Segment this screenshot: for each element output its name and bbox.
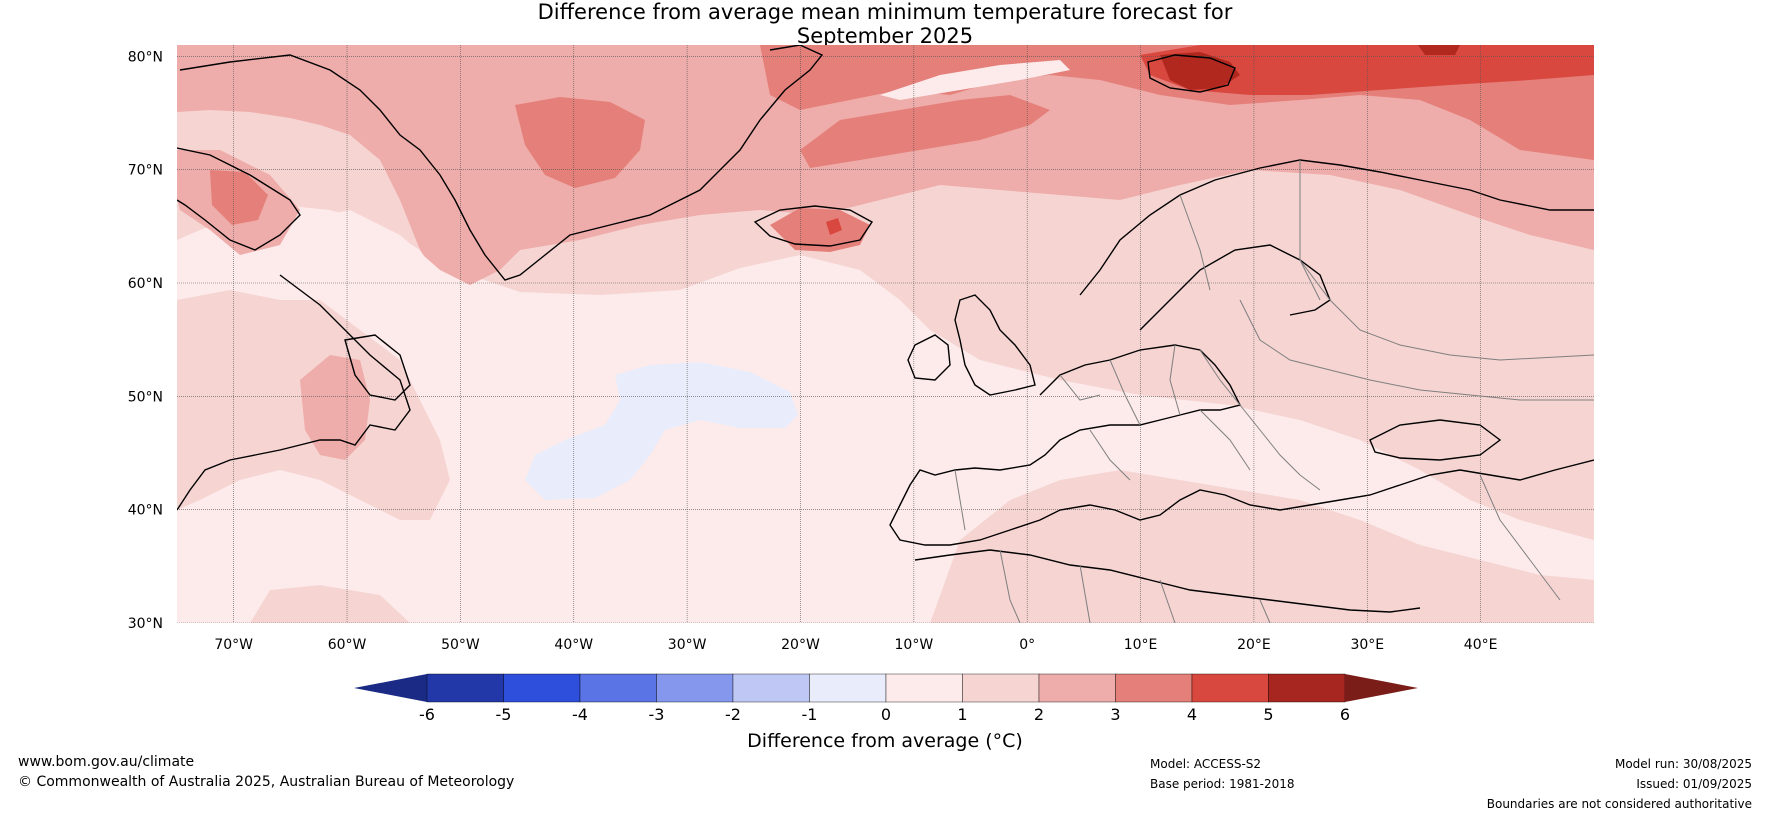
graticule bbox=[177, 45, 1594, 623]
longitude-label: 50°W bbox=[441, 637, 480, 653]
longitude-label: 70°W bbox=[214, 637, 253, 653]
coastline-iceland bbox=[753, 205, 874, 247]
colorbar-tick-label: 3 bbox=[1110, 705, 1120, 724]
colorbar-segment bbox=[885, 673, 963, 703]
colorbar-tick-label: -1 bbox=[802, 705, 818, 724]
coastline-greenland bbox=[179, 45, 824, 281]
anomaly-region-1-2-south-east bbox=[930, 470, 1594, 623]
anomaly-region-0-1-arctic-streak bbox=[880, 60, 1070, 100]
colorbar-segment bbox=[1038, 673, 1116, 703]
colorbar-tick-label: 1 bbox=[957, 705, 967, 724]
anomaly-region-3-4-iceland bbox=[770, 208, 870, 252]
colorbar-tick-label: -5 bbox=[496, 705, 512, 724]
coastline-sweden-finland bbox=[1139, 244, 1331, 331]
coastline-labrador bbox=[177, 274, 411, 511]
longitude-label: 60°W bbox=[328, 637, 367, 653]
colorbar-over-arrow bbox=[1345, 674, 1418, 702]
latitude-label: 60°N bbox=[128, 276, 163, 292]
longitude-label: 40°E bbox=[1464, 637, 1498, 653]
coastline-ireland bbox=[907, 334, 951, 381]
border-central-europe bbox=[1059, 344, 1241, 481]
coastline-baffin bbox=[177, 147, 301, 251]
longitude-label: 30°E bbox=[1350, 637, 1384, 653]
coastline-newfoundland bbox=[344, 334, 411, 401]
footer-model-run: Model run: 30/08/2025 bbox=[1614, 757, 1752, 771]
coastlines bbox=[177, 45, 1594, 613]
coastline-svalbard bbox=[1147, 54, 1236, 93]
colorbar-segment bbox=[503, 673, 581, 703]
colorbar-tick-label: 6 bbox=[1340, 705, 1350, 724]
anomaly-region-3-4-baffin bbox=[210, 170, 268, 225]
colorbar-tick-label: 0 bbox=[881, 705, 891, 724]
longitude-label: 10°W bbox=[895, 637, 934, 653]
border-middle-east bbox=[1479, 474, 1561, 601]
map-panel bbox=[177, 45, 1594, 623]
anomaly-region-0-1-atlantic bbox=[177, 295, 1594, 623]
colorbar-under-arrow bbox=[354, 674, 427, 702]
chart-title: Difference from average mean minimum tem… bbox=[0, 0, 1770, 48]
coastline-black-sea bbox=[1369, 419, 1502, 461]
colorbar-label: Difference from average (°C) bbox=[747, 730, 1023, 752]
latitude-label: 50°N bbox=[128, 389, 163, 405]
coastline-great-britain bbox=[954, 294, 1036, 396]
footer-copyright: © Commonwealth of Australia 2025, Austra… bbox=[18, 774, 515, 790]
latitude-labels: 80°N 70°N 60°N 50°N 40°N 30°N bbox=[128, 49, 163, 632]
latitude-label: 70°N bbox=[128, 163, 163, 179]
colorbar-segment bbox=[1268, 673, 1346, 703]
longitude-label: 20°E bbox=[1237, 637, 1271, 653]
title-line-2: September 2025 bbox=[796, 24, 974, 48]
anomaly-region-5-6-franz-josef bbox=[1418, 45, 1460, 55]
footer-issued: Issued: 01/09/2025 bbox=[1636, 777, 1752, 791]
latitude-label: 30°N bbox=[128, 616, 163, 632]
colorbar-segment bbox=[809, 673, 887, 703]
colorbar-tick-label: -3 bbox=[649, 705, 665, 724]
anomaly-region-0-1-labrador bbox=[300, 210, 480, 340]
colorbar-tick-label: -6 bbox=[419, 705, 435, 724]
colorbar-segment bbox=[732, 673, 810, 703]
colorbar-segment bbox=[579, 673, 657, 703]
colorbar-tick-label: -2 bbox=[725, 705, 741, 724]
longitude-label: 30°W bbox=[668, 637, 707, 653]
longitude-label: 20°W bbox=[781, 637, 820, 653]
border-iberia bbox=[954, 469, 966, 531]
colorbar-tick-label: 5 bbox=[1263, 705, 1273, 724]
colorbar-segment bbox=[656, 673, 734, 703]
border-north-africa bbox=[999, 549, 1271, 623]
footer-disclaimer: Boundaries are not considered authoritat… bbox=[1486, 797, 1752, 811]
border-balkans bbox=[1199, 404, 1321, 491]
title-line-1: Difference from average mean minimum tem… bbox=[537, 0, 1233, 24]
latitude-label: 80°N bbox=[128, 49, 163, 65]
anomaly-region-3-4-norwegian-sea bbox=[800, 95, 1050, 168]
longitude-label: 0° bbox=[1019, 637, 1035, 653]
country-borders bbox=[954, 160, 1594, 623]
anomaly-region-1-2-africa-small bbox=[250, 585, 410, 623]
coastline-north-africa bbox=[914, 549, 1421, 613]
colorbar-tick-label: 4 bbox=[1187, 705, 1197, 724]
colorbar-tick-label: -4 bbox=[572, 705, 588, 724]
colorbar-segment bbox=[426, 673, 504, 703]
latitude-label: 40°N bbox=[128, 503, 163, 519]
footer-base-period: Base period: 1981-2018 bbox=[1150, 777, 1295, 791]
anomaly-region-2-3-newfoundland bbox=[300, 355, 370, 460]
coastline-europe bbox=[889, 344, 1594, 546]
colorbar-tick-label: 2 bbox=[1034, 705, 1044, 724]
colorbar: -6 -5 -4 -3 -2 -1 0 1 2 3 4 5 6 bbox=[354, 673, 1418, 724]
longitude-label: 40°W bbox=[554, 637, 593, 653]
colorbar-segment bbox=[1115, 673, 1193, 703]
longitude-label: 10°E bbox=[1124, 637, 1158, 653]
colorbar-segment bbox=[962, 673, 1040, 703]
anomaly-region-3-4-greenland bbox=[515, 97, 645, 188]
footer-website: www.bom.gov.au/climate bbox=[18, 754, 195, 770]
anomaly-shading bbox=[177, 45, 1594, 623]
footer-model: Model: ACCESS-S2 bbox=[1150, 757, 1262, 771]
colorbar-segment bbox=[1191, 673, 1269, 703]
anomaly-region-4-5-iceland bbox=[826, 218, 842, 235]
border-eastern-europe bbox=[1239, 259, 1594, 401]
longitude-labels: 70°W 60°W 50°W 40°W 30°W 20°W 10°W 0° 10°E 20°E 30… bbox=[214, 637, 1497, 653]
